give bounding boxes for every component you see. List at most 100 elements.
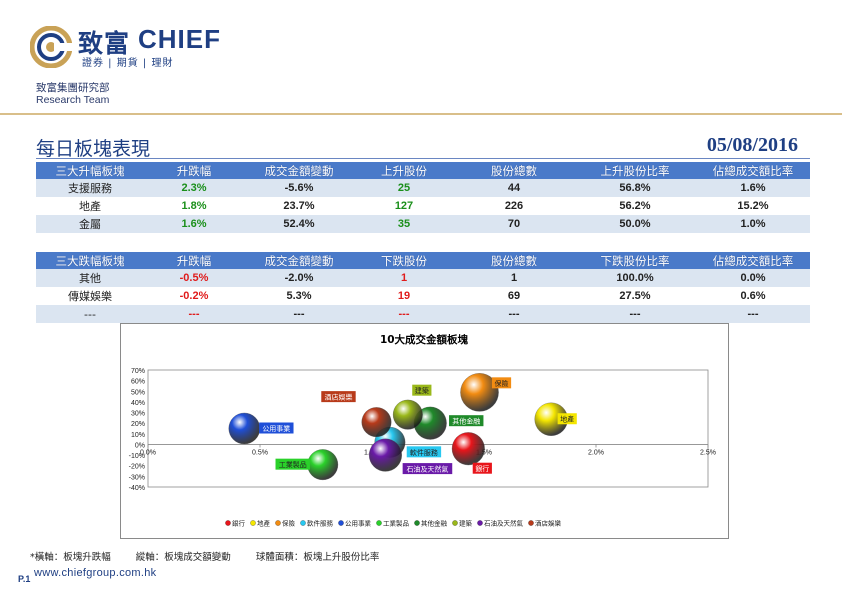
column-header: 升跌幅 bbox=[144, 252, 244, 269]
column-header: 佔總成交額比率 bbox=[696, 252, 810, 269]
legend-label: 其他金融 bbox=[421, 519, 448, 528]
top-losers-table: 三大跌幅板塊 升跌幅 成交金額變動 下跌股份 股份總數 下跌股份比率 佔總成交額… bbox=[36, 252, 810, 323]
legend-label: 建築 bbox=[459, 519, 473, 528]
turnover-change: -5.6% bbox=[244, 179, 354, 197]
note-y-axis: 縱軸：板塊成交額變動 bbox=[135, 552, 231, 563]
turnover-share: --- bbox=[696, 305, 810, 323]
total-stocks: 70 bbox=[454, 215, 574, 233]
table-row: 傳媒娛樂 -0.2% 5.3% 19 69 27.5% 0.6% bbox=[36, 287, 810, 305]
chart-legend: 銀行 地產 保險 軟件服務 公用事業 工業製品 其他金融 建築 石油及天然氣 酒店娛樂 bbox=[225, 519, 562, 528]
chief-logo-icon bbox=[30, 26, 72, 68]
change-pct: --- bbox=[144, 305, 244, 323]
title-divider bbox=[36, 158, 810, 159]
x-tick-label: 0.0% bbox=[140, 449, 156, 456]
bubble-公用事業 bbox=[228, 412, 261, 445]
sector-name: 支援服務 bbox=[36, 179, 144, 197]
table-header-row: 三大跌幅板塊 升跌幅 成交金額變動 下跌股份 股份總數 下跌股份比率 佔總成交額… bbox=[36, 252, 810, 269]
bubble-label: 軟件服務 bbox=[410, 448, 438, 457]
bubble-label-box bbox=[402, 463, 453, 475]
rising-ratio: 56.2% bbox=[574, 197, 696, 215]
column-header: 三大跌幅板塊 bbox=[36, 252, 144, 269]
bubble-label-box bbox=[321, 391, 356, 403]
legend-label: 銀行 bbox=[232, 519, 246, 528]
turnover-change: 5.3% bbox=[244, 287, 354, 305]
change-pct: -0.2% bbox=[144, 287, 244, 305]
chart-title: 10大成交金額板塊 bbox=[380, 333, 469, 346]
header-divider bbox=[0, 113, 842, 115]
change-pct: 1.6% bbox=[144, 215, 244, 233]
total-stocks: 44 bbox=[454, 179, 574, 197]
turnover-share: 1.6% bbox=[696, 179, 810, 197]
y-tick-label: -10% bbox=[129, 453, 145, 460]
turnover-share: 1.0% bbox=[696, 215, 810, 233]
page-title: 每日板塊表現 bbox=[36, 138, 151, 160]
y-tick-label: -40% bbox=[129, 485, 145, 492]
website-link[interactable]: www.chiefgroup.com.hk bbox=[34, 567, 157, 579]
bubble-label: 工業製品 bbox=[279, 460, 307, 469]
rising-stocks: 25 bbox=[354, 179, 454, 197]
column-header: 成交金額變動 bbox=[244, 162, 354, 179]
column-header: 股份總數 bbox=[454, 162, 574, 179]
bubble-chart: 10大成交金額板塊 70% 60% 50% 40% 30% 20% 10% 0% -10% -20… bbox=[129, 333, 716, 528]
falling-stocks: 19 bbox=[354, 287, 454, 305]
department-english: Research Team bbox=[36, 94, 110, 106]
legend-label: 公用事業 bbox=[345, 519, 372, 528]
table-row: 其他 -0.5% -2.0% 1 1 100.0% 0.0% bbox=[36, 269, 810, 287]
y-tick-label: -30% bbox=[129, 474, 145, 481]
legend-marker bbox=[414, 520, 420, 526]
total-stocks: 69 bbox=[454, 287, 574, 305]
brand-chinese: 致富 bbox=[78, 29, 131, 58]
bubble-label: 銀行 bbox=[475, 464, 489, 473]
bubble-label: 建築 bbox=[415, 386, 429, 395]
bubble-石油及天然氣 bbox=[368, 438, 402, 472]
column-header: 股份總數 bbox=[454, 252, 574, 269]
turnover-share: 0.0% bbox=[696, 269, 810, 287]
brand-tagline: 證券 | 期貨 | 理財 bbox=[82, 58, 174, 69]
legend-marker bbox=[338, 520, 344, 526]
falling-ratio: 100.0% bbox=[574, 269, 696, 287]
total-stocks: --- bbox=[454, 305, 574, 323]
table-row: 地產 1.8% 23.7% 127 226 56.2% 15.2% bbox=[36, 197, 810, 215]
column-header: 下跌股份 bbox=[354, 252, 454, 269]
bubble-酒店娛樂 bbox=[361, 407, 392, 438]
y-tick-label: 60% bbox=[131, 379, 145, 386]
bubble-label-box bbox=[412, 384, 432, 396]
legend-marker bbox=[528, 520, 534, 526]
turnover-share: 15.2% bbox=[696, 197, 810, 215]
falling-stocks: --- bbox=[354, 305, 454, 323]
legend-marker bbox=[275, 520, 281, 526]
legend-label: 地產 bbox=[257, 519, 271, 528]
bubble-label-box bbox=[259, 422, 294, 434]
column-header: 上升股份比率 bbox=[574, 162, 696, 179]
bubble-保險 bbox=[460, 373, 499, 412]
legend-marker bbox=[250, 520, 256, 526]
y-tick-label: 30% bbox=[131, 411, 145, 418]
column-header: 上升股份 bbox=[354, 162, 454, 179]
bubble-建築 bbox=[392, 399, 423, 430]
brand-english: CHIEF bbox=[138, 24, 221, 54]
table-row: 支援服務 2.3% -5.6% 25 44 56.8% 1.6% bbox=[36, 179, 810, 197]
bubble-label: 其他金融 bbox=[452, 417, 480, 426]
y-axis: 70% 60% 50% 40% 30% 20% 10% 0% -10% -20% -30% -40% bbox=[129, 368, 145, 492]
falling-ratio: --- bbox=[574, 305, 696, 323]
falling-stocks: 1 bbox=[354, 269, 454, 287]
y-tick-label: 40% bbox=[131, 400, 145, 407]
sector-name: 傳媒娛樂 bbox=[36, 287, 144, 305]
legend-label: 酒店娛樂 bbox=[535, 519, 562, 528]
y-tick-label: 10% bbox=[131, 432, 145, 439]
bubble-label-box bbox=[406, 446, 442, 458]
x-tick-label: 2.5% bbox=[700, 449, 716, 456]
bubble-label-box bbox=[275, 458, 310, 470]
column-header: 升跌幅 bbox=[144, 162, 244, 179]
report-date: 05/08/2016 bbox=[706, 134, 798, 156]
legend-marker bbox=[452, 520, 458, 526]
note-bubble-size: 球體面積：板塊上升股份比率 bbox=[255, 552, 380, 563]
bubble-label: 酒店娛樂 bbox=[324, 393, 352, 402]
total-stocks: 226 bbox=[454, 197, 574, 215]
rising-ratio: 50.0% bbox=[574, 215, 696, 233]
total-stocks: 1 bbox=[454, 269, 574, 287]
x-tick-label: 0.5% bbox=[252, 449, 268, 456]
sector-name: --- bbox=[36, 305, 144, 323]
sector-name: 其他 bbox=[36, 269, 144, 287]
